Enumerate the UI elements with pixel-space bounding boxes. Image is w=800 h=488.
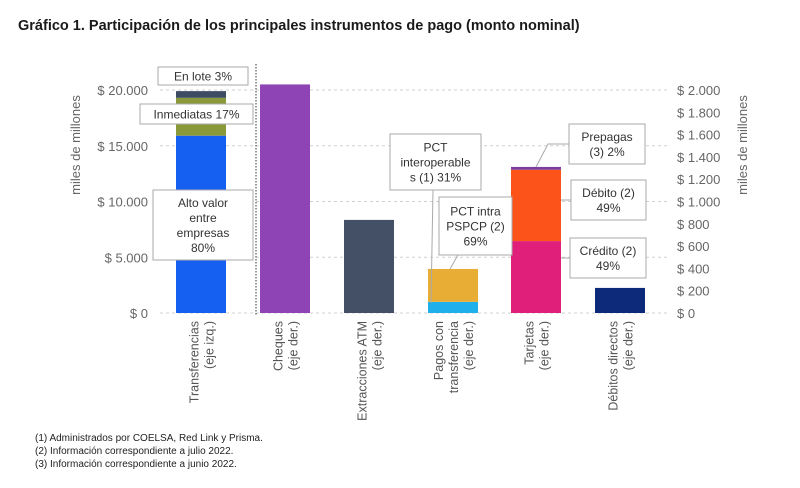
y-left-tick-label: $ 15.000 <box>97 139 148 154</box>
annotation-label: s (1) 31% <box>410 171 462 185</box>
y-left-tick-label: $ 20.000 <box>97 83 148 98</box>
bar-segment <box>511 166 561 170</box>
annotation-label: Alto valor <box>178 196 228 210</box>
y-right-tick-label: $ 1.400 <box>677 150 720 165</box>
y-right-tick-label: $ 1.000 <box>677 195 720 210</box>
annotation-box <box>139 103 254 125</box>
footnote-2: (2) Información correspondiente a julio … <box>35 446 234 457</box>
annotation-box <box>570 179 647 221</box>
x-tick-label: Pagos con <box>432 321 446 380</box>
annotation-label: PSPCP (2) <box>446 220 504 234</box>
y-right-tick-label: $ 0 <box>677 306 695 321</box>
x-tick-label: Cheques <box>272 321 286 371</box>
bar-segment <box>260 84 310 313</box>
y-left-axis-title: miles de millones <box>68 95 83 195</box>
annotation-label: empresas <box>177 226 230 240</box>
x-tick-label: (eje der.) <box>622 321 636 370</box>
annotation-leader-line <box>430 189 434 304</box>
annotation-label: Prepagas <box>581 130 632 144</box>
annotation-label: (3) 2% <box>589 145 625 159</box>
annotation-box <box>152 189 254 261</box>
y-right-tick-label: $ 1.800 <box>677 105 720 120</box>
y-right-tick-label: $ 2.000 <box>677 83 720 98</box>
annotation-label: 69% <box>463 235 487 249</box>
chart-title: Gráfico 1. Participación de los principa… <box>18 18 580 34</box>
annotation-box <box>568 123 646 165</box>
annotation-label: 49% <box>596 259 620 273</box>
footnote-1: (1) Administrados por COELSA, Red Link y… <box>35 433 263 444</box>
x-tick-label: Débitos directos <box>607 321 621 411</box>
y-right-axis-title: miles de millones <box>735 95 750 195</box>
y-right-tick-label: $ 800 <box>677 217 710 232</box>
annotation-label: 49% <box>596 201 620 215</box>
bar-segment <box>344 219 394 313</box>
annotation-label: Crédito (2) <box>580 244 637 258</box>
annotation-box <box>157 66 249 86</box>
y-right-tick-label: $ 600 <box>677 239 710 254</box>
bar-segment <box>511 241 561 313</box>
y-left-tick-label: $ 10.000 <box>97 195 148 210</box>
annotation-leader-line <box>449 254 459 270</box>
x-tick-label: (eje der.) <box>538 321 552 370</box>
annotation-label: entre <box>189 211 217 225</box>
annotation-label: Inmediatas 17% <box>153 108 239 122</box>
x-tick-label: Extracciones ATM <box>356 321 370 421</box>
y-right-tick-label: $ 1.600 <box>677 128 720 143</box>
y-left-tick-label: $ 5.000 <box>105 250 148 265</box>
x-tick-label: (eje der.) <box>462 321 476 370</box>
bar-segment <box>428 268 478 302</box>
y-right-tick-label: $ 200 <box>677 284 710 299</box>
annotation-label: 80% <box>191 241 215 255</box>
bar-segment <box>511 169 561 242</box>
x-tick-label: (eje izq.) <box>203 321 217 369</box>
annotation-label: Débito (2) <box>582 186 635 200</box>
x-tick-label: (eje der.) <box>371 321 385 370</box>
x-tick-label: Tarjetas <box>523 321 537 365</box>
bar-segment <box>428 301 478 313</box>
annotation-label: PCT <box>424 141 449 155</box>
x-tick-label: Transferencias <box>188 321 202 403</box>
y-left-tick-label: $ 0 <box>130 306 148 321</box>
x-tick-label: (eje der.) <box>287 321 301 370</box>
annotation-box <box>438 196 513 256</box>
footnote-3: (3) Información correspondiente a junio … <box>35 459 237 470</box>
annotation-label: interoperable <box>400 156 470 170</box>
bar-segment <box>595 287 645 313</box>
annotation-leader-line <box>535 143 569 168</box>
bar-segment <box>176 91 226 98</box>
y-right-tick-label: $ 1.200 <box>677 172 720 187</box>
annotation-box <box>569 237 647 279</box>
annotation-label: En lote 3% <box>174 70 232 84</box>
x-tick-label: transferencia <box>447 321 461 393</box>
y-right-tick-label: $ 400 <box>677 261 710 276</box>
annotation-label: PCT intra <box>450 205 501 219</box>
annotation-box <box>389 133 482 191</box>
